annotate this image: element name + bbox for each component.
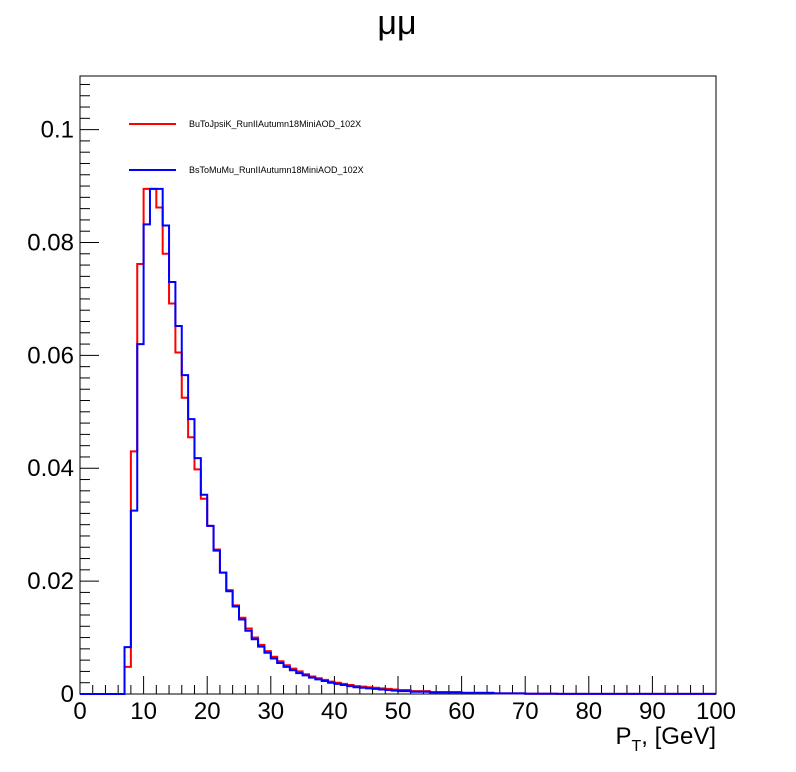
histogram-bin [188, 437, 194, 694]
x-tick-label: 0 [73, 698, 86, 725]
legend-item: BuToJpsiK_RunIIAutumn18MiniAOD_102X [129, 119, 361, 129]
legend: BuToJpsiK_RunIIAutumn18MiniAOD_102X BsToM… [129, 119, 364, 175]
histogram-bin [163, 254, 169, 694]
x-axis-title-subscript: T [632, 738, 642, 755]
y-tick-label: 0 [61, 681, 74, 708]
x-tick-label: 90 [639, 698, 666, 725]
chart-title: μμ [377, 4, 416, 42]
histogram-bin [156, 208, 162, 694]
y-tick-label: 0.1 [41, 117, 74, 144]
histogram-line [80, 187, 716, 695]
y-tick-label: 0.04 [27, 455, 74, 482]
series-1 [80, 187, 716, 695]
x-axis-title: PT, [GeV] [616, 723, 717, 755]
histogram-bin [194, 469, 200, 694]
y-tick-label: 0.02 [27, 568, 74, 595]
legend-item: BsToMuMu_RunIIAutumn18MiniAOD_102X [129, 165, 364, 175]
histogram-bin [156, 189, 162, 694]
histogram-bin [182, 398, 188, 694]
y-tick-label: 0.06 [27, 342, 74, 369]
x-tick-label: 30 [257, 698, 284, 725]
x-tick-label: 10 [130, 698, 157, 725]
x-tick-label: 50 [385, 698, 412, 725]
x-tick-label: 60 [448, 698, 475, 725]
histogram-bin [201, 499, 207, 694]
legend-label: BuToJpsiK_RunIIAutumn18MiniAOD_102X [189, 119, 361, 129]
histogram-bin [150, 189, 156, 694]
histogram-bin [169, 303, 175, 694]
x-tick-label: 40 [321, 698, 348, 725]
legend-label: BsToMuMu_RunIIAutumn18MiniAOD_102X [189, 165, 364, 175]
plot-frame [79, 75, 717, 695]
x-axis: 0 10 20 30 40 50 60 70 80 90 100 [73, 676, 736, 725]
x-tick-label: 100 [696, 698, 736, 725]
x-axis-title-rest: , [GeV] [641, 723, 716, 750]
y-tick-label: 0.08 [27, 229, 74, 256]
histogram-bin [150, 189, 156, 694]
series-group [80, 187, 716, 695]
histogram-line [80, 187, 716, 695]
x-tick-label: 70 [512, 698, 539, 725]
series-0 [80, 187, 716, 695]
x-tick-label: 20 [194, 698, 221, 725]
histogram-bin [175, 353, 181, 694]
y-axis: 0 0.02 0.04 0.06 0.08 0.1 [27, 83, 99, 708]
x-tick-label: 80 [575, 698, 602, 725]
histogram-bin [245, 631, 251, 694]
x-axis-title-main: P [616, 723, 632, 750]
